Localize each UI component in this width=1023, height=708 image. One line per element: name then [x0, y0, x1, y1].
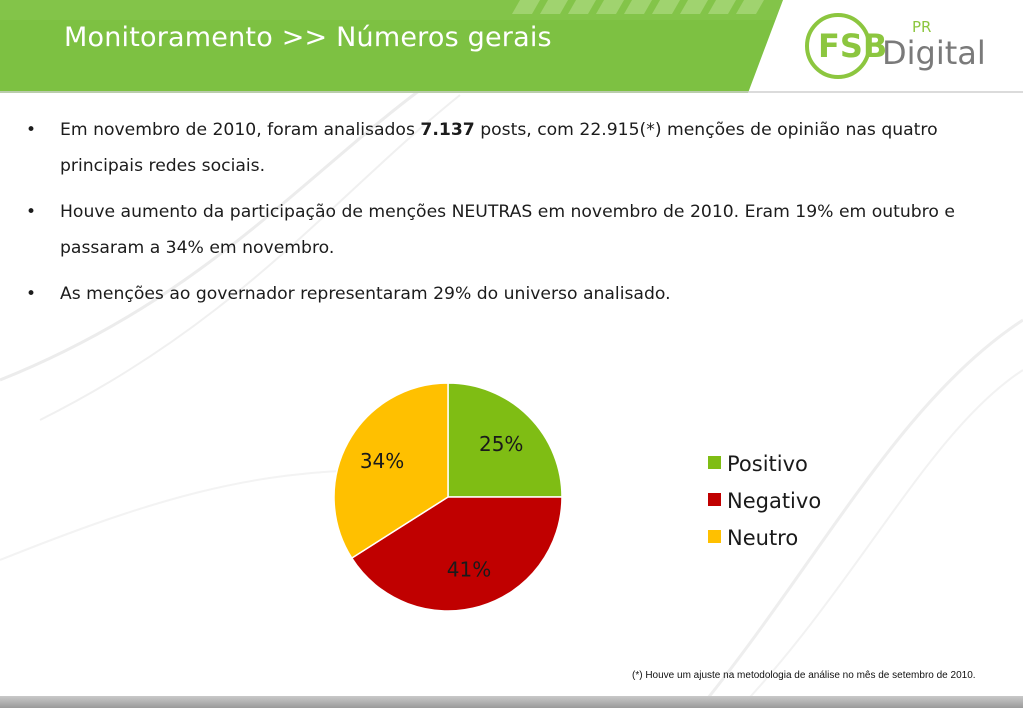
bullet-marker: • [26, 284, 37, 304]
pie-slice-neutro [333, 382, 449, 560]
bullet-bold-text: 7.137 [420, 120, 475, 140]
pie-data-label-neutro: 34% [360, 449, 404, 473]
logo-fsb-text: FSB [818, 27, 887, 65]
header-stripes [512, 0, 764, 14]
legend-label-negativo: Negativo [727, 489, 821, 513]
bullet-text: Houve aumento da participação de menções… [60, 202, 955, 258]
bullet-text: As menções ao governador representaram 2… [60, 284, 671, 304]
bullet-item: • Em novembro de 2010, foram analisados … [24, 112, 1004, 184]
bullet-item: • As menções ao governador representaram… [24, 276, 1004, 312]
legend-label-neutro: Neutro [727, 526, 798, 550]
pie-data-label-negativo: 41% [447, 557, 491, 581]
bullet-text: posts, com 22.915(*) menções de opinião … [60, 120, 938, 176]
bottom-bar [0, 696, 1023, 708]
pie-slice-positivo [447, 382, 563, 498]
bullet-marker: • [26, 202, 37, 222]
bullet-text: Em novembro de 2010, foram analisados [60, 120, 421, 140]
legend-swatch-neutro [708, 530, 721, 543]
logo-digital-text: Digital [882, 34, 986, 72]
bullet-marker: • [26, 120, 37, 140]
legend-swatch-positivo [708, 456, 721, 469]
header-band [0, 0, 1023, 93]
legend-label-positivo: Positivo [727, 452, 808, 476]
fsb-pr-digital-logo: FSB PR Digital [805, 13, 986, 79]
methodology-footnote: (*) Houve um ajuste na metodologia de an… [632, 670, 976, 681]
pie-data-label-positivo: 25% [479, 432, 523, 456]
bullet-item: • Houve aumento da participação de mençõ… [24, 194, 1004, 266]
legend-swatch-negativo [708, 493, 721, 506]
summary-bullet-list: • Em novembro de 2010, foram analisados … [24, 112, 1004, 322]
page-title: Monitoramento >> Números gerais [64, 22, 552, 53]
logo-pr-text: PR [912, 18, 931, 36]
